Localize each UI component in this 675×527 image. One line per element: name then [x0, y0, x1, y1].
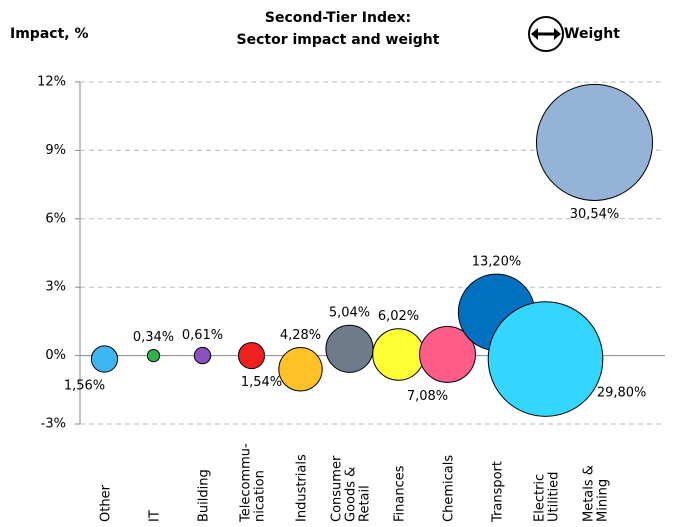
data-label: 6,02% [378, 309, 419, 324]
bubble [535, 83, 654, 201]
x-tick-label: IT [148, 510, 163, 522]
data-label: 5,04% [329, 306, 370, 321]
data-label: 4,28% [280, 328, 321, 343]
y-tick-label: 0% [45, 348, 66, 363]
bubble [325, 324, 374, 373]
x-tick-label: ConsumerGoods &Retail [330, 455, 373, 522]
bubble [278, 347, 323, 392]
data-label: 30,54% [570, 207, 620, 222]
weight-icon [528, 16, 564, 52]
y-tick-label: 3% [45, 280, 66, 295]
bubble [237, 342, 266, 370]
x-tick-label: Other [99, 484, 114, 522]
data-label: 29,80% [597, 386, 647, 401]
y-tick-label: -3% [41, 417, 66, 432]
bubble [193, 346, 212, 365]
x-tick-label: Industrials [295, 454, 310, 522]
x-tick-label: Finances [393, 465, 408, 522]
data-label: 0,34% [133, 330, 174, 345]
bubble [372, 328, 425, 381]
x-tick-label: Transport [491, 461, 506, 523]
y-tick-label: 9% [45, 143, 66, 158]
bubble [90, 345, 119, 373]
data-label: 1,56% [64, 379, 105, 394]
data-label: 13,20% [472, 255, 522, 270]
x-tick-label: Building [197, 469, 212, 522]
x-tick-label: Chemicals [442, 455, 457, 522]
x-tick-label: Metals &Mining [582, 465, 611, 522]
x-tick-label: ElectricUtilitied [533, 472, 562, 522]
size-legend: Weight [564, 26, 620, 42]
data-label: 0,61% [182, 328, 223, 343]
bubble [419, 326, 476, 383]
chart-subtitle: Sector impact and weight [237, 32, 440, 48]
chart-title: Second-Tier Index: [265, 10, 411, 26]
y-tick-label: 12% [37, 75, 66, 90]
bubble [146, 348, 161, 363]
bubble [487, 301, 604, 417]
x-tick-label: Telecommu-nication [239, 443, 268, 523]
data-label: 7,08% [407, 389, 448, 404]
y-axis-label: Impact, % [10, 26, 88, 42]
y-tick-label: 6% [45, 211, 66, 226]
data-label: 1,54% [241, 375, 282, 390]
